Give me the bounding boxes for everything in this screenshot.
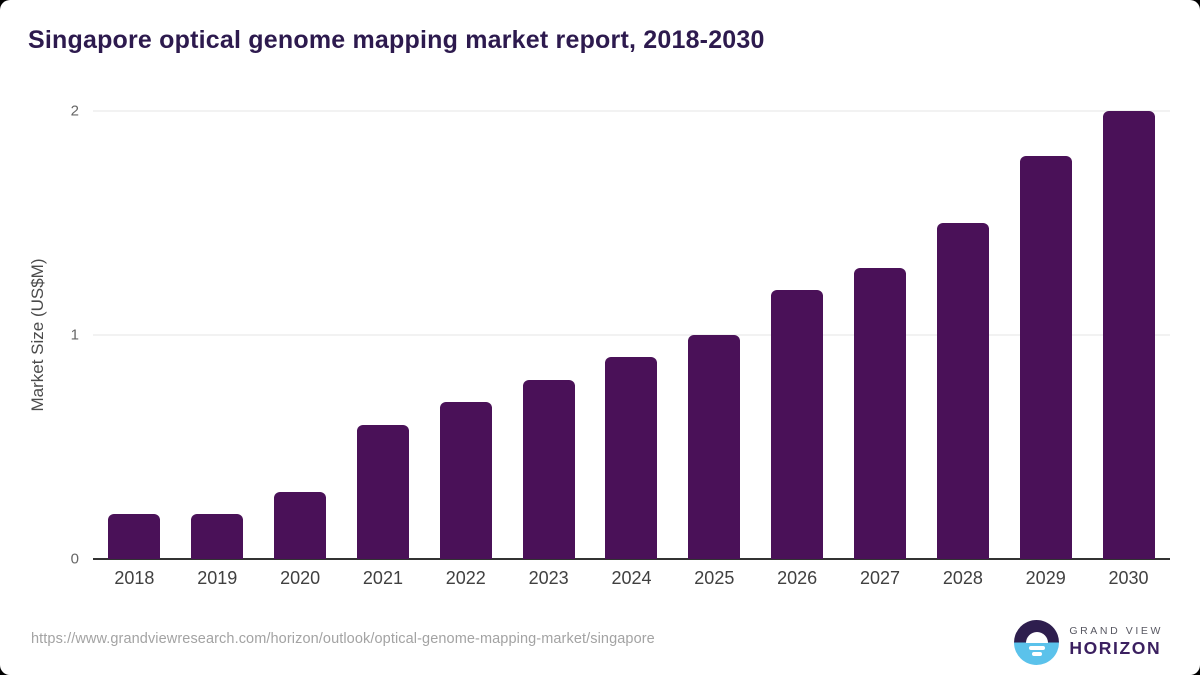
- bar-2018: [108, 514, 161, 559]
- x-axis-labels: 2018 2019 2020 2021 2022 2023 2024 2025 2026 2027…: [93, 568, 1170, 589]
- bar-band-2030: [1087, 111, 1170, 559]
- plot-area: 0 1 2: [71, 104, 1170, 567]
- x-tick-label-2018: 2018: [114, 568, 155, 588]
- logo-product-name: HORIZON: [1069, 638, 1162, 659]
- bar-band-2021: [342, 111, 425, 559]
- bar-2019: [191, 514, 244, 559]
- y-tick-label-1: 1: [70, 326, 79, 344]
- x-tick-label-2023: 2023: [528, 568, 569, 588]
- bar-2030: [1102, 111, 1155, 559]
- logo-text: GRAND VIEW HORIZON: [1069, 625, 1163, 660]
- bar-band-2025: [673, 111, 756, 559]
- x-tick-label-2024: 2024: [611, 568, 652, 588]
- bar-band-2019: [176, 111, 259, 559]
- wave-icon: [1028, 646, 1045, 650]
- logo-brand-name: GRAND VIEW: [1069, 625, 1163, 637]
- bar-2029: [1019, 155, 1072, 559]
- bar-band-2018: [93, 111, 176, 559]
- sun-icon: [1025, 631, 1048, 643]
- bar-2020: [274, 491, 327, 559]
- bar-band-2020: [259, 111, 342, 559]
- x-tick-label-2025: 2025: [694, 568, 735, 588]
- bar-band-2027: [839, 111, 922, 559]
- bar-band-2028: [921, 111, 1004, 559]
- x-tick-label-2021: 2021: [362, 568, 403, 588]
- x-tick-label-2028: 2028: [942, 568, 983, 588]
- bar-band-2024: [590, 111, 673, 559]
- bar-2024: [605, 357, 658, 559]
- x-tick-label-2030: 2030: [1108, 568, 1149, 588]
- bar-2027: [854, 267, 907, 559]
- x-tick-label-2020: 2020: [280, 568, 321, 588]
- y-axis-title: Market Size (US$M): [28, 258, 47, 412]
- y-tick-label-0: 0: [70, 550, 79, 568]
- bar-2023: [522, 379, 575, 559]
- y-tick-label-2: 2: [70, 102, 79, 120]
- bar-band-2029: [1004, 111, 1087, 559]
- x-tick-label-2019: 2019: [197, 568, 238, 588]
- wave-icon: [1031, 652, 1042, 656]
- bar-2022: [439, 402, 492, 559]
- bar-2021: [356, 424, 409, 559]
- horizon-logo-icon: [1014, 620, 1060, 665]
- source-url: https://www.grandviewresearch.com/horizo…: [31, 631, 655, 647]
- grand-view-horizon-logo: GRAND VIEW HORIZON: [1014, 620, 1163, 665]
- bar-2026: [771, 290, 824, 559]
- gridline-1: [93, 334, 1170, 336]
- x-tick-label-2027: 2027: [859, 568, 901, 588]
- x-axis-line: [93, 558, 1170, 560]
- bar-band-2022: [424, 111, 507, 559]
- bar-band-2023: [507, 111, 590, 559]
- page-title: Singapore optical genome mapping market …: [28, 26, 765, 54]
- x-tick-label-2026: 2026: [777, 568, 818, 588]
- bar-2028: [936, 223, 989, 559]
- x-tick-label-2022: 2022: [445, 568, 486, 588]
- bar-2025: [688, 335, 741, 559]
- bar-band-2026: [756, 111, 839, 559]
- bars-layer: [93, 111, 1170, 559]
- x-tick-label-2029: 2029: [1025, 568, 1066, 588]
- gridline-2: [93, 110, 1170, 112]
